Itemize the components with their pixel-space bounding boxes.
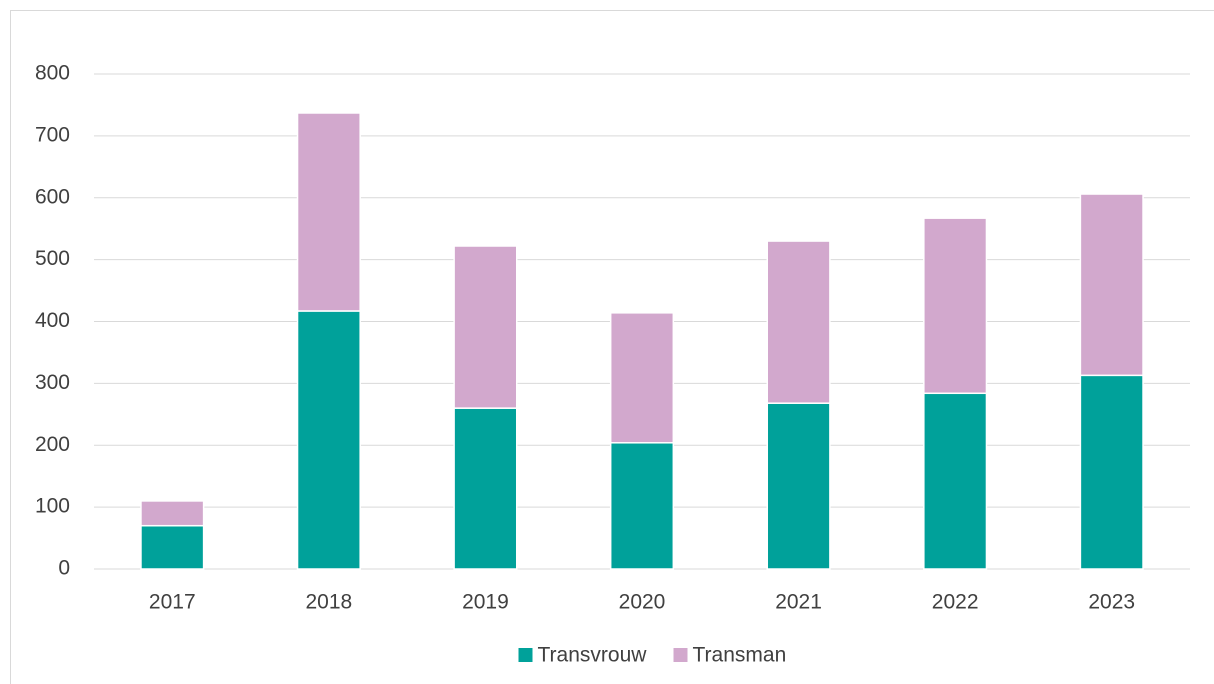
y-tick-label: 100 (35, 495, 70, 518)
bar-segment (453, 407, 518, 570)
legend-swatch (518, 648, 533, 662)
legend-label: Transman (693, 644, 787, 667)
bar-segment (296, 310, 361, 570)
bar-segment (609, 312, 675, 444)
x-tick-label: 2019 (462, 591, 509, 614)
bar-segment (296, 112, 361, 312)
y-tick-label: 500 (35, 247, 70, 270)
bar-segment (1079, 193, 1144, 377)
y-tick-label: 200 (35, 433, 70, 456)
bar-segment (766, 240, 831, 404)
x-tick-label: 2020 (619, 591, 666, 614)
chart-border (10, 10, 1214, 684)
bar-segment (766, 402, 831, 570)
y-tick-label: 0 (58, 557, 70, 580)
y-tick-label: 700 (35, 123, 70, 146)
bar-segment (453, 245, 518, 409)
legend-label: Transvrouw (538, 644, 648, 667)
x-tick-label: 2017 (149, 591, 196, 614)
bar-segment (923, 392, 988, 570)
y-tick-label: 300 (35, 371, 70, 394)
x-tick-label: 2022 (932, 591, 979, 614)
bar-segment (140, 500, 205, 527)
x-tick-label: 2023 (1088, 591, 1135, 614)
y-tick-label: 800 (35, 62, 70, 85)
bar-segment (140, 524, 205, 570)
x-tick-label: 2021 (775, 591, 822, 614)
y-tick-label: 600 (35, 185, 70, 208)
legend-swatch (673, 648, 688, 662)
bar-segment (1079, 374, 1144, 570)
bar-segment (923, 217, 988, 395)
bar-segment (609, 442, 675, 570)
x-tick-label: 2018 (305, 591, 352, 614)
y-tick-label: 400 (35, 309, 70, 332)
